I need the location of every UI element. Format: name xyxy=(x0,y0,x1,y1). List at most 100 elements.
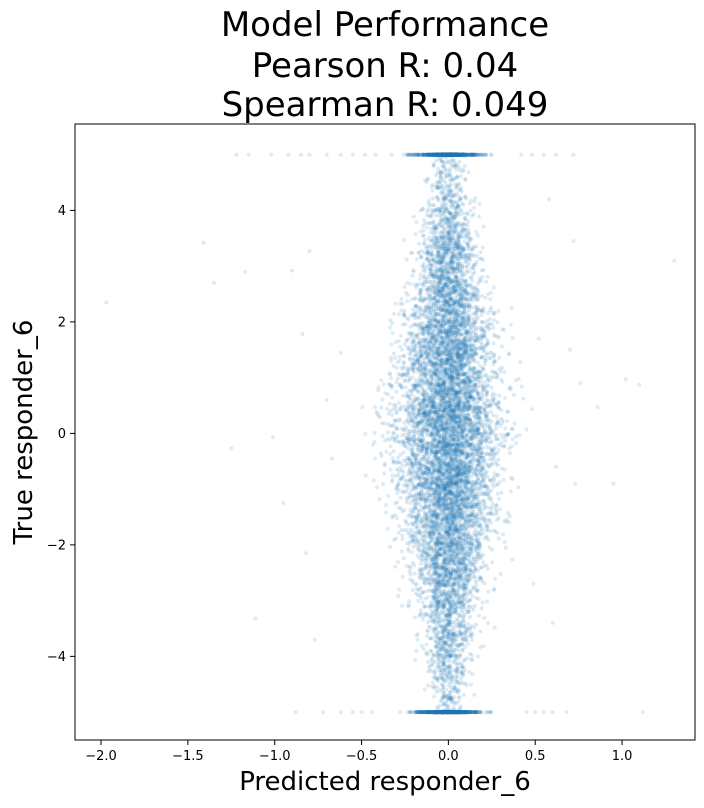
scatter-point xyxy=(390,413,394,418)
scatter-point xyxy=(501,477,506,482)
scatter-point xyxy=(459,552,464,557)
scatter-point xyxy=(462,621,467,626)
scatter-point xyxy=(407,351,412,356)
scatter-point xyxy=(442,510,447,515)
scatter-point xyxy=(423,596,428,601)
scatter-point xyxy=(468,651,473,656)
scatter-point xyxy=(432,271,436,276)
scatter-point xyxy=(467,391,472,396)
scatter-point xyxy=(469,542,474,547)
scatter-point xyxy=(456,489,460,494)
scatter-point xyxy=(460,471,465,476)
scatter-point xyxy=(468,597,473,602)
scatter-point xyxy=(462,605,467,610)
scatter-point xyxy=(455,431,460,436)
scatter-point xyxy=(460,506,465,511)
scatter-point xyxy=(442,549,447,553)
scatter-point xyxy=(444,694,449,699)
scatter-point xyxy=(384,449,389,454)
scatter-point xyxy=(428,292,433,297)
scatter-point xyxy=(490,369,495,374)
scatter-point xyxy=(439,478,443,482)
scatter-point xyxy=(510,335,515,340)
scatter-point xyxy=(448,509,453,514)
scatter-point xyxy=(479,312,484,317)
scatter-point xyxy=(429,636,434,641)
scatter-point xyxy=(442,659,447,664)
scatter-point xyxy=(451,474,456,479)
scatter-point xyxy=(459,221,464,226)
scatter-point xyxy=(474,588,479,593)
scatter-point xyxy=(461,525,466,530)
scatter-point xyxy=(430,318,435,323)
scatter-point xyxy=(463,363,468,368)
scatter-point xyxy=(431,512,436,517)
scatter-point xyxy=(439,545,444,550)
scatter-point xyxy=(429,226,434,231)
chart-title-line-2: Pearson R: 0.04 xyxy=(252,46,518,86)
scatter-point xyxy=(436,642,441,647)
scatter-point xyxy=(420,331,424,336)
scatter-point xyxy=(439,573,444,578)
scatter-point xyxy=(456,442,461,447)
scatter-point xyxy=(443,628,448,633)
scatter-point xyxy=(458,357,463,362)
scatter-point xyxy=(442,405,447,410)
scatter-point xyxy=(450,477,455,482)
scatter-point xyxy=(444,475,449,480)
scatter-point xyxy=(424,490,429,495)
scatter-point xyxy=(461,226,466,231)
scatter-point xyxy=(467,352,471,357)
scatter-point xyxy=(494,371,499,376)
scatter-point xyxy=(401,313,406,318)
scatter-point xyxy=(476,568,480,573)
scatter-point xyxy=(477,202,482,206)
scatter-point xyxy=(372,430,377,435)
scatter-point xyxy=(486,464,491,469)
scatter-point xyxy=(472,205,477,210)
scatter-point xyxy=(505,432,510,437)
scatter-point xyxy=(461,292,466,297)
scatter-point xyxy=(451,710,456,714)
scatter-point xyxy=(464,291,469,296)
scatter-point xyxy=(422,687,427,692)
scatter-point xyxy=(447,311,452,316)
scatter-point xyxy=(479,355,484,360)
scatter-point xyxy=(469,395,474,400)
scatter-point xyxy=(453,420,458,425)
scatter-point xyxy=(417,354,422,359)
scatter-point xyxy=(442,322,447,326)
scatter-point xyxy=(436,383,440,388)
scatter-point xyxy=(442,370,447,375)
scatter-point xyxy=(501,532,506,537)
scatter-point xyxy=(449,456,454,460)
scatter-point xyxy=(430,188,435,193)
scatter-point xyxy=(447,404,452,408)
scatter-point xyxy=(442,406,447,411)
scatter-point xyxy=(430,415,435,419)
scatter-point xyxy=(437,345,442,350)
scatter-point xyxy=(457,256,462,261)
scatter-point xyxy=(474,596,479,600)
scatter-point xyxy=(477,613,482,618)
scatter-point xyxy=(436,467,441,472)
scatter-point xyxy=(473,532,478,537)
scatter-point xyxy=(438,699,443,703)
scatter-point xyxy=(464,576,468,581)
scatter-point xyxy=(504,517,509,522)
scatter-point xyxy=(503,395,508,400)
scatter-point xyxy=(431,589,436,594)
scatter-point xyxy=(465,517,470,522)
scatter-point xyxy=(469,317,474,321)
scatter-point xyxy=(449,558,454,563)
scatter-point xyxy=(439,458,444,462)
scatter-point xyxy=(437,352,442,357)
scatter-point xyxy=(441,695,446,700)
scatter-point xyxy=(471,562,476,567)
scatter-point xyxy=(458,601,462,606)
scatter-point xyxy=(461,546,465,551)
scatter-point xyxy=(507,514,512,519)
scatter-point xyxy=(393,406,398,411)
scatter-point xyxy=(462,673,466,677)
scatter-point xyxy=(475,654,480,659)
